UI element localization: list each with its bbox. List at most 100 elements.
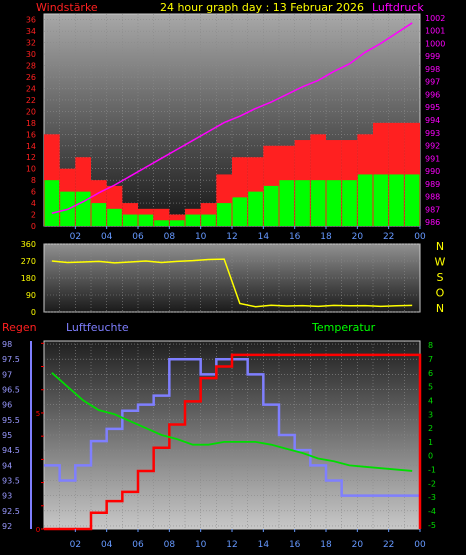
x-tick-label: 04 xyxy=(101,540,113,550)
chart-title: 24 hour graph day : 13 Februar 2026 xyxy=(160,1,364,14)
humidity-y-tick: 96 xyxy=(2,401,12,410)
compass-label: S xyxy=(437,271,444,284)
pressure-y-tick: 1000 xyxy=(425,39,445,48)
wind-y-tick: 16 xyxy=(26,130,36,139)
pressure-axis-title: Luftdruck xyxy=(372,1,424,14)
pressure-y-tick: 989 xyxy=(425,180,440,189)
wind-average-bar xyxy=(138,214,154,226)
pressure-y-tick: 996 xyxy=(425,90,440,99)
wind-average-bar xyxy=(295,180,310,226)
wind-y-tick: 22 xyxy=(26,96,36,105)
humidity-y-tick: 97 xyxy=(2,370,12,379)
direction-y-tick: 180 xyxy=(21,274,36,283)
wind-average-bar xyxy=(169,220,185,226)
pressure-y-tick: 997 xyxy=(425,78,440,87)
wind-y-tick: 14 xyxy=(26,142,36,151)
rain-y-ticks: 05 xyxy=(36,342,44,534)
temperature-y-tick: 2 xyxy=(428,424,433,433)
wind-grid xyxy=(44,14,420,227)
wind-y-tick: 34 xyxy=(26,27,36,36)
direction-y-tick: 90 xyxy=(26,291,36,300)
temperature-y-tick: 0 xyxy=(428,452,433,461)
wind-marks xyxy=(44,22,420,226)
pressure-y-tick: 988 xyxy=(425,193,440,202)
temperature-y-tick: -3 xyxy=(428,493,436,502)
pressure-y-tick: 993 xyxy=(425,129,440,138)
x-tick-label: 08 xyxy=(164,232,176,242)
humidity-y-tick: 95 xyxy=(2,431,12,440)
rain-y-tick: 0 xyxy=(36,526,40,534)
pressure-y-tick: 998 xyxy=(425,65,440,74)
wind-y-tick: 36 xyxy=(26,16,36,25)
temperature-y-tick: 1 xyxy=(428,438,433,447)
x-tick-label: 02 xyxy=(70,540,81,550)
temperature-y-tick: -4 xyxy=(428,507,436,516)
wind-average-bar xyxy=(75,191,91,226)
wind-average-bar xyxy=(122,214,138,226)
humidity-y-tick: 93 xyxy=(2,492,12,501)
wind-y-tick: 0 xyxy=(31,222,36,231)
wind-average-bar xyxy=(107,208,122,226)
wind-x-ticks: 02 04 06 08 10 12 14 16 18 20 22 00 xyxy=(70,226,426,242)
wind-y-tick: 20 xyxy=(26,107,36,116)
pressure-y-tick: 994 xyxy=(425,116,440,125)
wind-y-tick: 18 xyxy=(26,119,36,128)
direction-line xyxy=(51,258,413,308)
wind-average-bar xyxy=(404,174,420,226)
humidity-y-tick: 98 xyxy=(2,340,12,349)
compass-label: O xyxy=(436,287,445,300)
wind-y-tick: 8 xyxy=(31,176,36,185)
wind-average-bar xyxy=(389,174,404,226)
climate-marks xyxy=(44,353,422,531)
direction-marks xyxy=(51,258,413,308)
pressure-y-tick: 999 xyxy=(425,52,440,61)
humidity-y-tick: 92 xyxy=(2,522,12,531)
temperature-y-tick: 6 xyxy=(428,369,433,378)
wind-average-bar xyxy=(326,180,342,226)
humidity-y-tick: 93.5 xyxy=(2,476,20,485)
wind-y-tick: 30 xyxy=(26,50,36,59)
humidity-y-tick: 92.5 xyxy=(2,507,20,516)
pressure-y-tick: 992 xyxy=(425,142,440,151)
x-tick-label: 16 xyxy=(289,232,301,242)
pressure-y-tick: 991 xyxy=(425,154,440,163)
rain-y-tick: 5 xyxy=(36,410,40,418)
humidity-y-tick: 94.5 xyxy=(2,446,20,455)
temperature-y-ticks: -5 -4 -3 -2 -1 0 1 2 3 4 5 6 7 8 xyxy=(428,341,436,530)
wind-average-bar xyxy=(44,180,60,226)
x-tick-label: 14 xyxy=(258,232,270,242)
temperature-y-tick: 4 xyxy=(428,396,433,405)
compass-label: N xyxy=(436,302,444,315)
pressure-y-tick: 995 xyxy=(425,103,440,112)
humidity-y-tick: 97.5 xyxy=(2,355,20,364)
wind-y-tick: 6 xyxy=(31,188,36,197)
wind-y-tick: 28 xyxy=(26,62,36,71)
x-tick-label: 06 xyxy=(132,540,144,550)
x-tick-label: 16 xyxy=(289,540,301,550)
wind-average-bar xyxy=(91,203,107,226)
x-tick-label: 12 xyxy=(226,232,237,242)
pressure-line xyxy=(51,22,413,214)
compass-label: N xyxy=(436,240,444,253)
wind-average-bar xyxy=(216,203,232,226)
rain-line xyxy=(44,353,422,531)
humidity-legend: Luftfeuchte xyxy=(66,321,129,334)
direction-y-tick: 270 xyxy=(21,257,36,266)
humidity-y-ticks: 92 92.5 93 93.5 94 94.5 95 95.5 96 96.5 97 97.5 98 xyxy=(2,340,32,531)
wind-y-tick: 32 xyxy=(26,39,36,48)
humidity-y-tick: 94 xyxy=(2,461,12,470)
direction-grid xyxy=(44,243,420,313)
x-tick-label: 08 xyxy=(164,540,176,550)
temperature-line xyxy=(51,372,413,472)
pressure-y-tick: 987 xyxy=(425,205,440,214)
wind-y-tick: 26 xyxy=(26,73,36,82)
wind-y-tick: 10 xyxy=(26,165,36,174)
temperature-y-tick: 3 xyxy=(428,410,433,419)
wind-y-tick: 2 xyxy=(31,211,36,220)
rain-legend: Regen xyxy=(2,321,37,334)
wind-axis-title: Windstärke xyxy=(36,1,98,14)
compass-label: W xyxy=(435,256,446,269)
temperature-legend: Temperatur xyxy=(311,321,376,334)
temperature-y-tick: -2 xyxy=(428,479,436,488)
